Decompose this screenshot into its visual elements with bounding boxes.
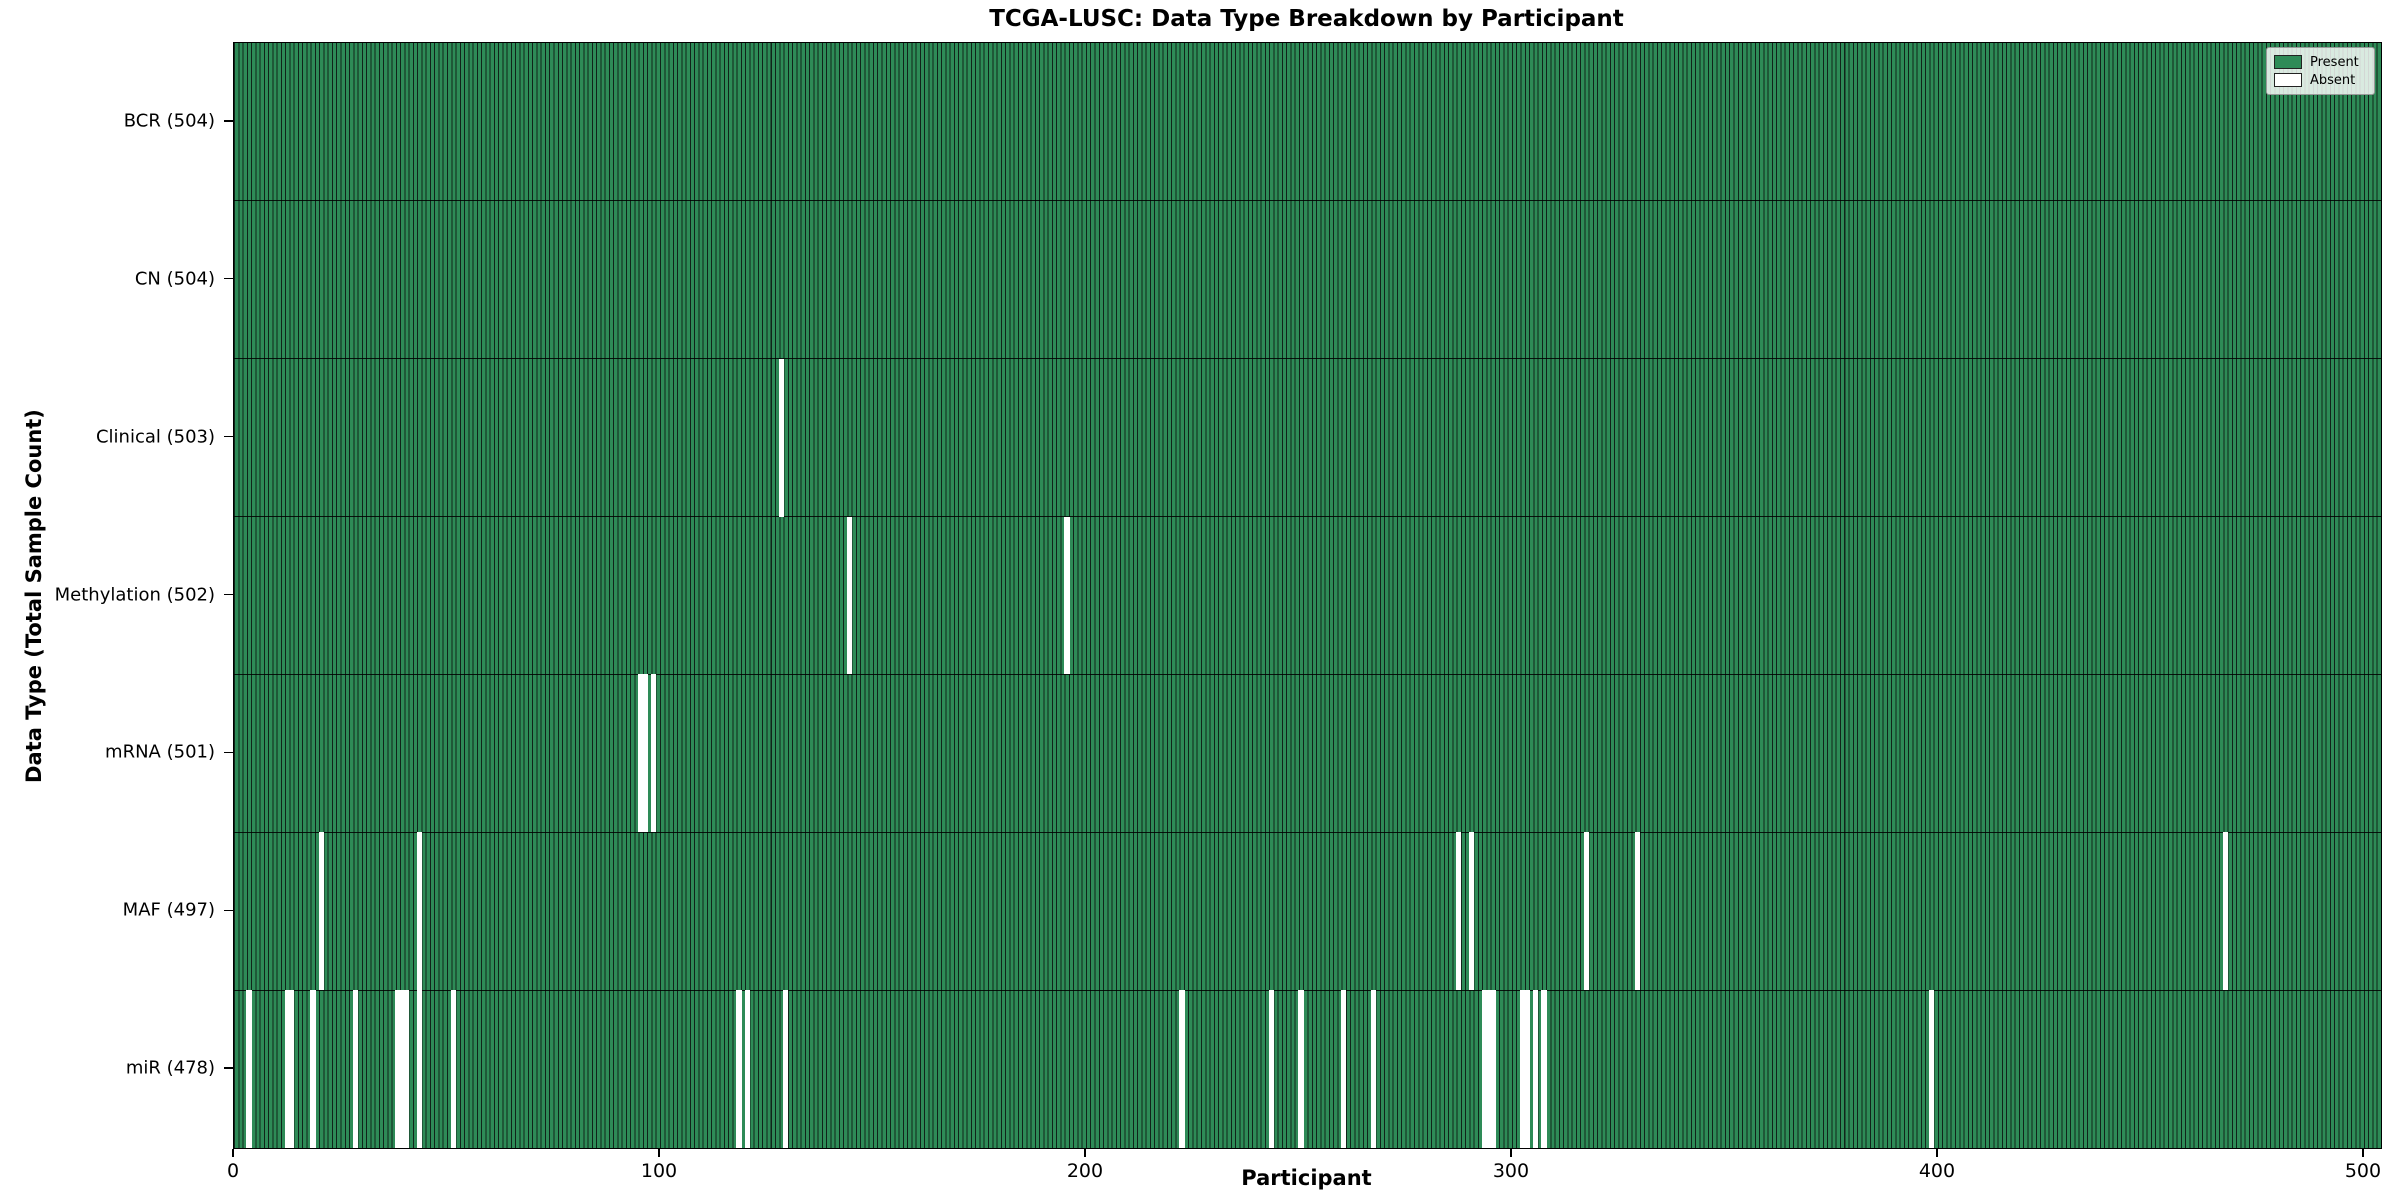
absent-gap-miR: [1928, 990, 1935, 1148]
row-separator: [234, 673, 2381, 675]
present-swatch-icon: [2274, 55, 2302, 69]
y-tick-label-CN: CN (504): [134, 268, 215, 290]
y-tick-label-miR: miR (478): [125, 1057, 215, 1079]
y-tick: [224, 751, 233, 754]
absent-gap-miR: [1519, 990, 1530, 1148]
plot-area: [233, 42, 2382, 1149]
y-tick: [224, 593, 233, 596]
absent-gap-miR: [782, 990, 789, 1148]
absent-gap-miR: [1298, 990, 1304, 1148]
absent-gap-miR: [450, 990, 457, 1148]
absent-gap-MAF: [1634, 832, 1641, 991]
y-axis-title: Data Type (Total Sample Count): [22, 409, 46, 783]
legend-present-label: Present: [2310, 54, 2359, 70]
x-tick-label-300: 300: [1492, 1160, 1530, 1182]
x-tick: [1510, 1149, 1512, 1157]
absent-gap-MAF: [318, 832, 325, 991]
absent-gap-miR: [352, 990, 359, 1148]
legend: Present Absent: [2266, 47, 2375, 95]
x-tick-label-100: 100: [640, 1160, 678, 1182]
x-tick: [1936, 1149, 1938, 1157]
x-tick-label-200: 200: [1066, 1160, 1104, 1182]
y-tick-label-BCR: BCR (504): [123, 110, 215, 132]
absent-gap-MAF: [416, 832, 423, 991]
absent-swatch-icon: [2274, 73, 2302, 87]
absent-gap-MAF: [1583, 832, 1590, 991]
y-tick: [224, 1067, 233, 1069]
row-separator: [234, 200, 2381, 202]
absent-gap-mRNA: [650, 674, 657, 833]
y-tick: [224, 909, 233, 911]
absent-gap-miR: [736, 990, 742, 1148]
absent-gap-miR: [395, 990, 410, 1148]
y-tick: [224, 120, 233, 122]
y-tick-label-Clinical: Clinical (503): [95, 426, 215, 448]
row-separator: [234, 358, 2381, 360]
absent-gap-MAF: [1468, 832, 1475, 991]
x-tick: [2362, 1149, 2364, 1157]
absent-gap-miR: [310, 990, 316, 1148]
absent-gap-miR: [1541, 990, 1547, 1148]
absent-gap-miR: [284, 990, 295, 1148]
absent-gap-miR: [416, 990, 423, 1148]
x-tick-label-500: 500: [2344, 1160, 2382, 1182]
absent-gap-mRNA: [638, 674, 648, 833]
legend-item-absent: Absent: [2274, 71, 2367, 89]
row-separator: [234, 989, 2381, 991]
absent-gap-MAF: [2222, 832, 2229, 991]
absent-gap-Clinical: [778, 358, 785, 517]
absent-gap-miR: [1481, 990, 1496, 1148]
chart-title: TCGA-LUSC: Data Type Breakdown by Partic…: [989, 6, 1624, 32]
absent-gap-miR: [1268, 990, 1274, 1148]
absent-gap-Methylation: [846, 516, 853, 675]
row-separator: [234, 831, 2381, 833]
absent-gap-miR: [744, 990, 751, 1148]
y-tick-label-mRNA: mRNA (501): [105, 741, 215, 763]
absent-gap-miR: [1179, 990, 1185, 1148]
absent-gap-MAF: [1455, 832, 1462, 991]
absent-gap-miR: [1370, 990, 1377, 1148]
y-tick-label-Methylation: Methylation (502): [54, 584, 215, 605]
legend-item-present: Present: [2274, 53, 2367, 71]
x-axis-title: Participant: [1241, 1166, 1372, 1190]
y-tick: [224, 278, 233, 280]
y-tick: [224, 435, 233, 438]
absent-gap-miR: [246, 990, 252, 1148]
absent-gap-Methylation: [1064, 516, 1070, 675]
absent-gap-miR: [1532, 990, 1539, 1148]
y-tick-label-MAF: MAF (497): [122, 899, 215, 921]
absent-gap-miR: [1340, 990, 1347, 1148]
x-tick: [658, 1149, 660, 1157]
x-tick-label-400: 400: [1918, 1160, 1956, 1182]
x-tick-label-0: 0: [226, 1160, 240, 1182]
legend-absent-label: Absent: [2310, 72, 2356, 88]
row-separator: [234, 516, 2381, 518]
x-tick: [1084, 1149, 1086, 1157]
x-tick: [232, 1149, 234, 1157]
